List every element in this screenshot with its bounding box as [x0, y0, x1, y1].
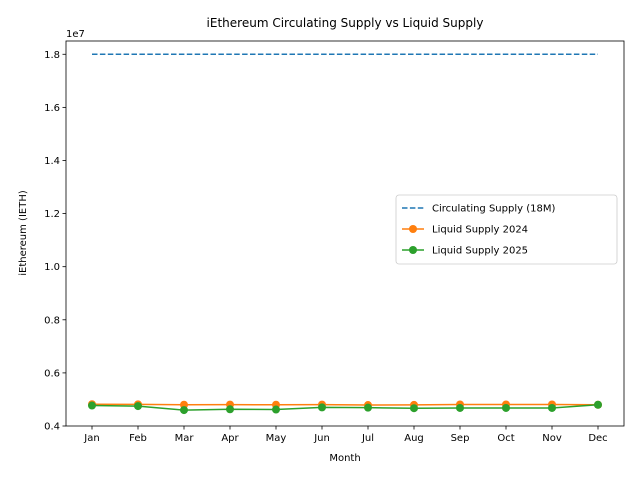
y-tick-label: 1.4	[44, 156, 60, 167]
legend-label: Circulating Supply (18M)	[432, 204, 555, 215]
x-tick-label: Mar	[175, 433, 195, 444]
data-point	[364, 403, 372, 412]
x-axis-label: Month	[329, 453, 360, 464]
legend-marker	[409, 246, 417, 254]
x-tick-label: Feb	[129, 433, 147, 444]
x-tick-label: Jan	[83, 433, 99, 444]
legend-box	[395, 194, 618, 265]
plot-frame	[65, 40, 625, 427]
data-point	[548, 403, 556, 412]
x-tick-label: May	[266, 433, 287, 444]
x-tick-label: Oct	[497, 433, 514, 444]
y-axis-label: iEthereum (IETH)	[18, 190, 29, 276]
series-line	[91, 404, 599, 411]
x-tick-label: Apr	[221, 433, 239, 444]
data-point	[134, 402, 142, 411]
series-line	[91, 403, 599, 406]
data-point	[410, 404, 418, 413]
chart-title: iEthereum Circulating Supply vs Liquid S…	[207, 16, 484, 30]
y-tick-label: 0.4	[44, 422, 60, 433]
y-tick-label: 0.8	[44, 315, 60, 326]
x-tick-label: Nov	[542, 433, 562, 444]
x-tick-label: Dec	[588, 433, 607, 444]
data-point	[456, 403, 464, 412]
legend-label: Liquid Supply 2024	[432, 225, 528, 236]
y-tick-label: 1.8	[44, 50, 60, 61]
y-tick-label: 1.2	[44, 209, 60, 220]
data-point	[318, 403, 326, 412]
x-tick-label: Sep	[451, 433, 470, 444]
x-tick-label: Jul	[361, 433, 374, 444]
data-point	[226, 405, 234, 414]
data-point	[88, 401, 96, 410]
x-tick-label: Jun	[313, 433, 330, 444]
y-tick-label: 0.6	[44, 368, 60, 379]
data-point	[594, 400, 602, 409]
x-tick-label: Aug	[404, 433, 424, 444]
data-point	[180, 406, 188, 415]
legend: Circulating Supply (18M) Liquid Supply 20…	[395, 194, 618, 265]
data-point	[502, 403, 510, 412]
y-offset-label: 1e7	[66, 29, 85, 40]
y-tick-label: 1.6	[44, 103, 60, 114]
y-tick-label: 1.0	[44, 262, 60, 273]
legend-label: Liquid Supply 2025	[432, 246, 528, 257]
legend-marker	[409, 225, 417, 233]
data-point	[272, 405, 280, 414]
